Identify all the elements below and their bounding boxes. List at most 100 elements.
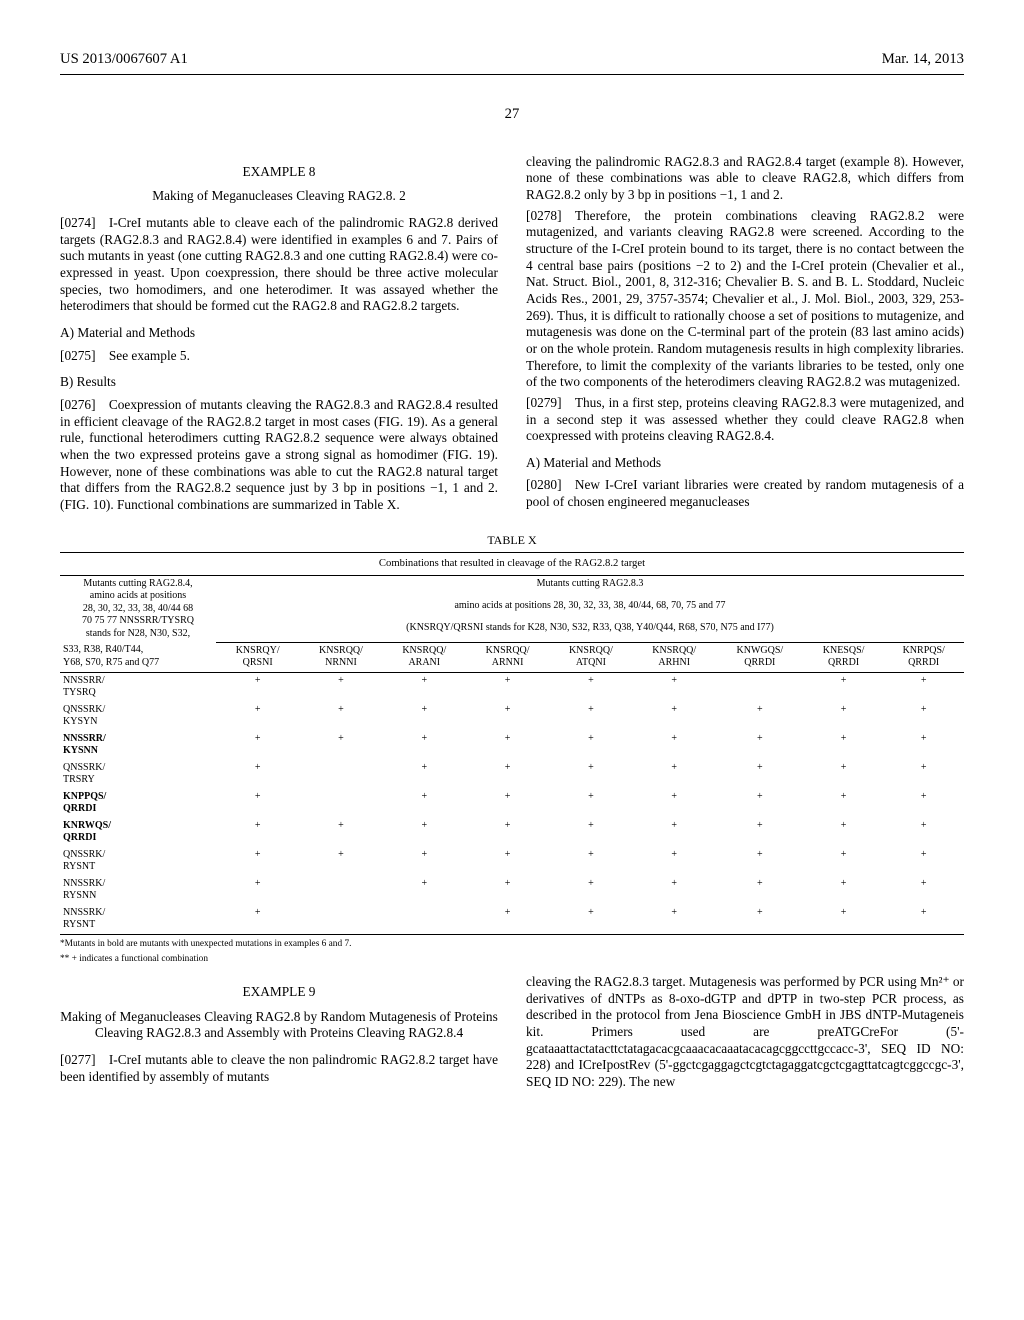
row-label: QNSSRK/TRSRY: [60, 760, 216, 789]
row-label: NNSSRR/TYSRQ: [60, 672, 216, 702]
cell: +: [804, 789, 884, 818]
cell: [299, 905, 382, 934]
cell: +: [633, 847, 716, 876]
para-0275: [0275] See example 5.: [60, 348, 498, 365]
header-rule: [60, 74, 964, 75]
row-label: KNRWQS/QRRDI: [60, 818, 216, 847]
para-0274: [0274] I-CreI mutants able to cleave eac…: [60, 215, 498, 315]
row-label: QNSSRK/RYSNT: [60, 847, 216, 876]
cell: [716, 672, 804, 702]
column-right-lower: cleaving the RAG2.8.3 target. Mutagenesi…: [526, 974, 964, 1095]
section-a-head: A) Material and Methods: [60, 325, 498, 342]
cell: +: [804, 702, 884, 731]
cell: +: [466, 905, 549, 934]
cell: +: [466, 672, 549, 702]
cell: +: [716, 876, 804, 905]
table-row: QNSSRK/KYSYN+++++++++: [60, 702, 964, 731]
cell: +: [883, 702, 964, 731]
cell: +: [804, 672, 884, 702]
para-0278: [0278] Therefore, the protein combinatio…: [526, 208, 964, 391]
cell: +: [716, 702, 804, 731]
para-cont-top: cleaving the palindromic RAG2.8.3 and RA…: [526, 154, 964, 204]
upper-columns: EXAMPLE 8 Making of Meganucleases Cleavi…: [60, 154, 964, 518]
cell: +: [633, 905, 716, 934]
cell: +: [804, 818, 884, 847]
table-row: QNSSRK/RYSNT+++++++++: [60, 847, 964, 876]
cell: [299, 760, 382, 789]
cell: +: [216, 702, 299, 731]
example-8-label: EXAMPLE 8: [60, 164, 498, 181]
header-right-3: (KNSRQY/QRSNI stands for K28, N30, S32, …: [216, 620, 964, 643]
cell: +: [383, 672, 466, 702]
para-0277: [0277] I-CreI mutants able to cleave the…: [60, 1052, 498, 1085]
cell: +: [716, 818, 804, 847]
cell: +: [383, 847, 466, 876]
table-row: KNRWQS/QRRDI+++++++++: [60, 818, 964, 847]
para-cont-lower: cleaving the RAG2.8.3 target. Mutagenesi…: [526, 974, 964, 1091]
shl1: S33, R38, R40/T44,: [63, 644, 143, 655]
cell: +: [716, 847, 804, 876]
cell: +: [883, 818, 964, 847]
para-0279: [0279] Thus, in a first step, proteins c…: [526, 395, 964, 445]
column-right: cleaving the palindromic RAG2.8.3 and RA…: [526, 154, 964, 518]
para-0280: [0280] New I-CreI variant libraries were…: [526, 477, 964, 510]
cell: +: [466, 818, 549, 847]
cell: +: [549, 702, 632, 731]
cell: +: [633, 818, 716, 847]
table-caption: TABLE X: [60, 533, 964, 548]
footnote-2: ** + indicates a functional combination: [60, 954, 964, 966]
cell: +: [804, 731, 884, 760]
subhead-left: S33, R38, R40/T44, Y68, S70, R75 and Q77: [60, 642, 216, 672]
section-b-head: B) Results: [60, 374, 498, 391]
cell: +: [383, 789, 466, 818]
header-right-2: amino acids at positions 28, 30, 32, 33,…: [216, 598, 964, 620]
col-header-3: KNSRQQ/ARNNI: [466, 642, 549, 672]
cell: +: [633, 876, 716, 905]
cell: +: [804, 876, 884, 905]
cell: +: [633, 702, 716, 731]
example-8-title: Making of Meganucleases Cleaving RAG2.8.…: [60, 188, 498, 205]
cell: +: [466, 731, 549, 760]
cell: +: [549, 876, 632, 905]
cell: +: [383, 702, 466, 731]
col-header-6: KNWGQS/QRRDI: [716, 642, 804, 672]
table-title: Combinations that resulted in cleavage o…: [60, 552, 964, 574]
cell: +: [466, 847, 549, 876]
cell: +: [804, 847, 884, 876]
row-label: NNSSRK/RYSNN: [60, 876, 216, 905]
section-a-head-2: A) Material and Methods: [526, 455, 964, 472]
hl5: stands for N28, N30, S32,: [86, 628, 190, 639]
col-header-4: KNSRQQ/ATQNI: [549, 642, 632, 672]
header-right-1: Mutants cutting RAG2.8.3: [216, 575, 964, 598]
cell: +: [216, 818, 299, 847]
cell: +: [633, 760, 716, 789]
cell: +: [633, 672, 716, 702]
table-row: NNSSRK/RYSNT+++++++: [60, 905, 964, 934]
data-table: Mutants cutting RAG2.8.4, amino acids at…: [60, 575, 964, 934]
table-row: QNSSRK/TRSRY++++++++: [60, 760, 964, 789]
cell: +: [216, 905, 299, 934]
cell: +: [883, 731, 964, 760]
row-label: NNSSRK/RYSNT: [60, 905, 216, 934]
cell: +: [883, 847, 964, 876]
footnote-1: *Mutants in bold are mutants with unexpe…: [60, 939, 964, 951]
row-label: KNPPQS/QRRDI: [60, 789, 216, 818]
col-header-5: KNSRQQ/ARHNI: [633, 642, 716, 672]
hl4: 70 75 77 NNSSRR/TYSRQ: [82, 615, 194, 626]
cell: +: [383, 731, 466, 760]
table-row: KNPPQS/QRRDI++++++++: [60, 789, 964, 818]
table-x: TABLE X Combinations that resulted in cl…: [60, 533, 964, 966]
doc-date: Mar. 14, 2013: [882, 50, 964, 68]
hl1: Mutants cutting RAG2.8.4,: [83, 578, 192, 589]
cell: [299, 789, 382, 818]
cell: +: [216, 760, 299, 789]
lower-columns: EXAMPLE 9 Making of Meganucleases Cleavi…: [60, 974, 964, 1095]
cell: +: [883, 876, 964, 905]
cell: +: [216, 876, 299, 905]
cell: +: [716, 905, 804, 934]
cell: +: [299, 672, 382, 702]
header-left-block: Mutants cutting RAG2.8.4, amino acids at…: [60, 575, 216, 642]
cell: +: [716, 760, 804, 789]
cell: +: [883, 760, 964, 789]
cell: [299, 876, 382, 905]
